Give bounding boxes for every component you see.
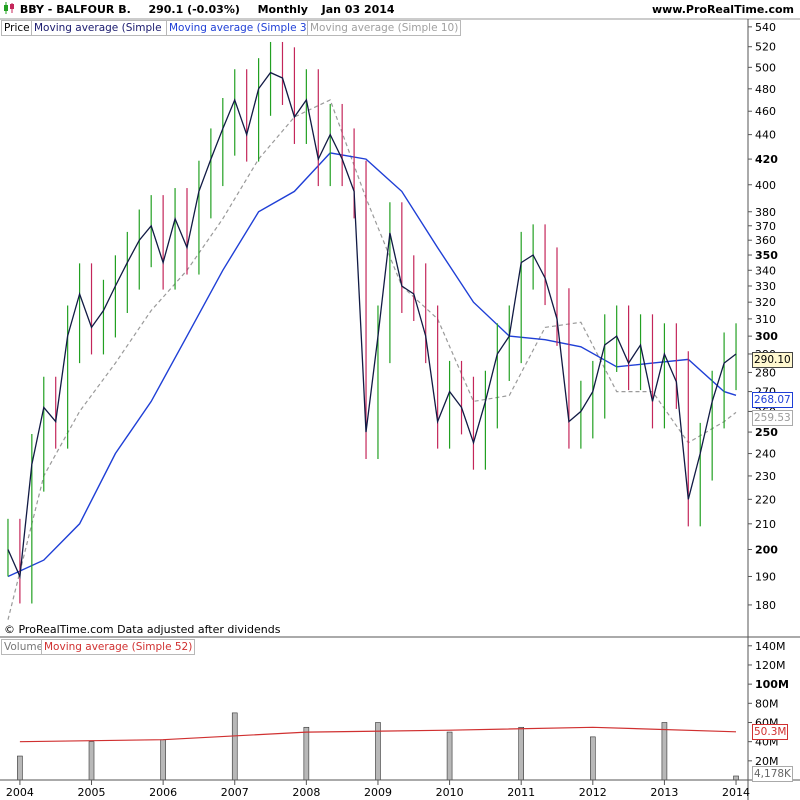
price-tick-label: 200 [755,543,778,556]
volume-tick-label: 20M [755,755,779,768]
price-tick-label: 220 [755,493,776,506]
x-tick-label: 2007 [221,786,249,799]
legend-ma10[interactable]: Moving average (Simple 10) [307,20,462,36]
volume-tick-label: 100M [755,678,789,691]
x-tick-label: 2006 [149,786,177,799]
price-tick-label: 280 [755,366,776,379]
x-tick-label: 2004 [6,786,34,799]
last-ma30-label: 268.07 [752,392,793,408]
legend-ma1[interactable]: Moving average (Simple 1) [31,20,179,36]
volume-bar [88,741,95,781]
legend-volume[interactable]: Volume [1,639,47,655]
chart-header: BBY - BALFOUR B. 290.1 (-0.03%) Monthly … [0,0,395,19]
last-vol-ma-label: 50.3M [752,724,789,740]
volume-bar [446,731,453,781]
price-tick-label: 480 [755,83,776,96]
volume-bar [17,755,23,781]
legend-price[interactable]: Price [1,20,33,36]
volume-bar [231,712,238,781]
price-tick-label: 420 [755,153,778,166]
last-quote: 290.1 (-0.03%) [148,3,240,16]
x-tick-label: 2008 [292,786,320,799]
volume-ma52-line [19,726,737,743]
price-tick-label: 310 [755,313,776,326]
symbol-title: BBY - BALFOUR B. [19,3,131,16]
legend-vol-ma52[interactable]: Moving average (Simple 52) [41,639,196,655]
volume-tick-label: 120M [755,659,786,672]
volume-bar [518,726,524,781]
date-label: Jan 03 2014 [321,3,395,16]
price-tick-label: 230 [755,470,776,483]
price-tick-label: 180 [755,599,776,612]
price-tick-label: 440 [755,129,776,142]
x-tick-label: 2009 [364,786,392,799]
ma10-line [7,99,737,620]
price-tick-label: 350 [755,249,778,262]
last-price-label: 290.10 [752,352,793,368]
price-tick-label: 320 [755,296,776,309]
price-tick-label: 300 [755,330,778,343]
price-tick-label: 520 [755,41,776,54]
price-tick-label: 330 [755,280,776,293]
price-tick-label: 360 [755,234,776,247]
ma30-line [7,152,737,578]
price-tick-label: 380 [755,206,776,219]
last-ma10-label: 259.53 [752,410,793,426]
price-tick-label: 240 [755,448,776,461]
price-tick-label: 500 [755,61,776,74]
price-tick-label: 210 [755,518,776,531]
x-tick-label: 2012 [579,786,607,799]
volume-bar [590,736,596,781]
price-tick-label: 370 [755,220,776,233]
volume-tick-label: 140M [755,640,786,653]
last-volume-label: 4,178K [752,766,793,782]
period-label: Monthly [257,3,308,16]
x-tick-label: 2005 [78,786,106,799]
candlestick-icon [2,1,16,15]
x-tick-label: 2013 [650,786,678,799]
volume-bar [160,739,166,781]
x-tick-label: 2010 [436,786,464,799]
price-tick-label: 460 [755,105,776,118]
price-tick-label: 540 [755,21,776,34]
price-tick-label: 190 [755,570,776,583]
price-tick-label: 250 [755,426,778,439]
x-tick-label: 2014 [722,786,750,799]
volume-bar [661,722,668,781]
data-caption: © ProRealTime.com Data adjusted after di… [4,623,281,636]
x-tick-label: 2011 [507,786,535,799]
price-tick-label: 340 [755,264,776,277]
legend-ma30[interactable]: Moving average (Simple 30) [166,20,321,36]
volume-tick-label: 80M [755,697,779,710]
site-link[interactable]: www.ProRealTime.com [651,3,794,16]
ma1-line [7,71,737,579]
volume-bar [733,775,739,781]
volume-bar [303,726,310,781]
price-tick-label: 400 [755,179,776,192]
